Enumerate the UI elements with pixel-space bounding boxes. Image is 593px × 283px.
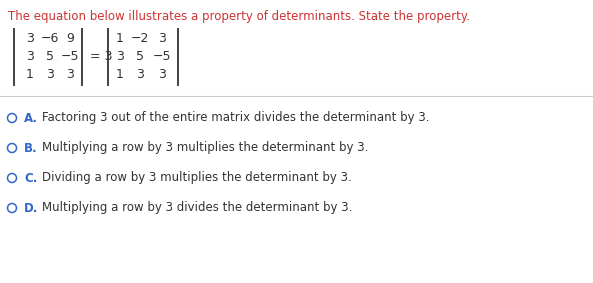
Text: 1: 1 <box>116 33 124 46</box>
Text: Multiplying a row by 3 divides the determinant by 3.: Multiplying a row by 3 divides the deter… <box>42 201 352 215</box>
Text: 5: 5 <box>136 50 144 63</box>
Text: 1: 1 <box>26 68 34 82</box>
Text: 3: 3 <box>66 68 74 82</box>
Text: 9: 9 <box>66 33 74 46</box>
Text: 3: 3 <box>116 50 124 63</box>
Text: −5: −5 <box>153 50 171 63</box>
Text: A.: A. <box>24 112 38 125</box>
Text: C.: C. <box>24 171 37 185</box>
Text: 3: 3 <box>26 50 34 63</box>
Text: Dividing a row by 3 multiplies the determinant by 3.: Dividing a row by 3 multiplies the deter… <box>42 171 352 185</box>
Text: B.: B. <box>24 142 37 155</box>
Text: 5: 5 <box>46 50 54 63</box>
Text: −6: −6 <box>41 33 59 46</box>
Text: 3: 3 <box>158 68 166 82</box>
Text: The equation below illustrates a property of determinants. State the property.: The equation below illustrates a propert… <box>8 10 470 23</box>
Text: 3: 3 <box>26 33 34 46</box>
Text: −5: −5 <box>60 50 79 63</box>
Text: D.: D. <box>24 201 39 215</box>
Text: 3: 3 <box>136 68 144 82</box>
Text: Factoring 3 out of the entire matrix divides the determinant by 3.: Factoring 3 out of the entire matrix div… <box>42 112 429 125</box>
Text: Multiplying a row by 3 multiplies the determinant by 3.: Multiplying a row by 3 multiplies the de… <box>42 142 368 155</box>
Text: 1: 1 <box>116 68 124 82</box>
Text: −2: −2 <box>131 33 149 46</box>
Text: 3: 3 <box>46 68 54 82</box>
Text: = 3: = 3 <box>90 50 113 63</box>
Text: 3: 3 <box>158 33 166 46</box>
